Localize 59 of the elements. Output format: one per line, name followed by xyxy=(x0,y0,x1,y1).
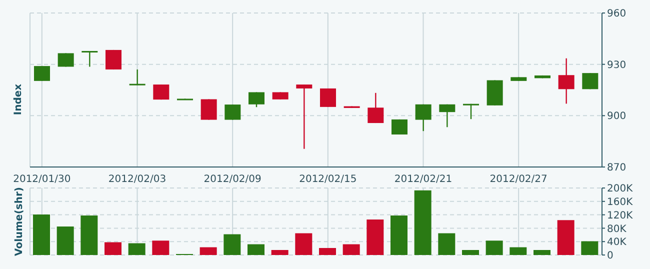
y-tick-label: 870 xyxy=(607,162,626,174)
candlestick xyxy=(296,84,312,150)
y-tick-label: 930 xyxy=(607,60,626,71)
bar xyxy=(462,250,479,255)
candlestick xyxy=(106,49,122,70)
candlestick xyxy=(463,103,479,120)
x-tick-label: 2012/02/27 xyxy=(490,174,548,186)
y-axis-title: Index xyxy=(14,83,25,115)
bar xyxy=(486,240,503,255)
bar xyxy=(390,215,408,255)
bar xyxy=(152,240,170,255)
bar xyxy=(200,247,217,255)
bar xyxy=(414,190,432,255)
bar xyxy=(534,250,550,255)
candlestick xyxy=(200,98,217,120)
bar xyxy=(319,248,336,255)
bar xyxy=(438,233,456,255)
bar xyxy=(271,250,288,255)
candlestick xyxy=(320,88,336,108)
candlestick xyxy=(415,104,432,132)
y-tick-label: 0 xyxy=(607,250,614,262)
candlestick xyxy=(129,68,146,86)
candlestick xyxy=(558,58,574,104)
x-tick-label: 2012/01/30 xyxy=(13,174,71,186)
candlestick xyxy=(368,92,384,124)
candlestick xyxy=(153,84,170,100)
candlestick xyxy=(82,50,98,68)
bar xyxy=(342,244,360,255)
y-tick-label: 40K xyxy=(607,237,627,248)
candlestick xyxy=(34,65,50,82)
y-axis-title: Volume(shr) xyxy=(14,187,24,256)
y-tick-label: 80K xyxy=(607,224,627,235)
bar xyxy=(80,215,98,255)
bar xyxy=(56,226,74,255)
y-tick-label: 900 xyxy=(607,111,626,122)
bar xyxy=(510,247,527,255)
bar xyxy=(557,220,574,255)
candlestick xyxy=(439,104,456,128)
y-tick-label: 960 xyxy=(607,8,626,20)
y-tick-label: 200K xyxy=(607,184,634,195)
candlestick xyxy=(392,118,408,136)
y-tick-label: 120K xyxy=(607,210,634,222)
candlestick xyxy=(248,92,264,108)
candlestick xyxy=(582,72,598,90)
bar xyxy=(581,241,598,255)
x-tick-label: 2012/02/09 xyxy=(204,174,262,186)
bar xyxy=(128,243,146,255)
x-tick-label: 2012/02/15 xyxy=(299,174,357,186)
bar xyxy=(104,242,122,255)
x-tick-label: 2012/02/21 xyxy=(394,174,452,186)
bar xyxy=(224,234,241,255)
candlestick xyxy=(58,52,74,68)
bar xyxy=(366,219,384,255)
bar xyxy=(295,233,312,255)
candlestick xyxy=(224,104,241,120)
x-tick-label: 2012/02/03 xyxy=(108,174,166,186)
bar xyxy=(33,214,50,255)
bar xyxy=(248,244,264,255)
y-tick-label: 160K xyxy=(607,196,634,208)
